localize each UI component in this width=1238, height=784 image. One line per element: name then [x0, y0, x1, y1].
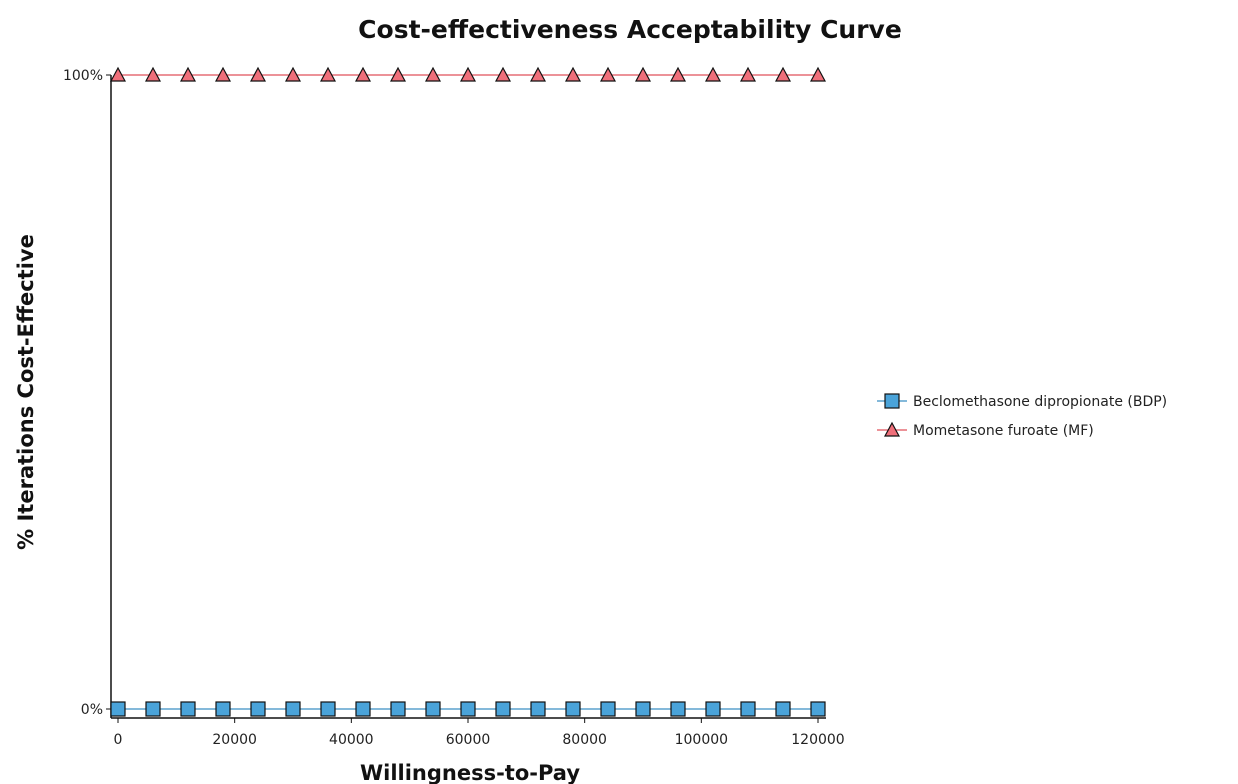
- data-point-mf: [144, 66, 162, 82]
- x-tick-label: 0: [114, 732, 123, 748]
- legend-item-bdp: Beclomethasone dipropionate (BDP): [877, 393, 1167, 410]
- data-point-mf: [319, 66, 337, 82]
- data-point-mf: [389, 66, 407, 82]
- data-point-bdp: [110, 701, 126, 717]
- data-point-bdp: [425, 701, 441, 717]
- x-tick-label: 100000: [675, 732, 728, 748]
- chart-title: Cost-effectiveness Acceptability Curve: [358, 15, 902, 44]
- data-point-bdp: [600, 701, 616, 717]
- data-point-mf: [739, 66, 757, 82]
- data-point-mf: [669, 66, 687, 82]
- data-point-bdp: [355, 701, 371, 717]
- data-point-mf: [284, 66, 302, 82]
- data-point-mf: [249, 66, 267, 82]
- data-point-bdp: [705, 701, 721, 717]
- data-point-bdp: [530, 701, 546, 717]
- data-point-bdp: [250, 701, 266, 717]
- plot-area: 0% 100% 0 20000 40000 60000 80000 100000 120000: [63, 66, 845, 748]
- data-point-mf: [774, 66, 792, 82]
- x-tick-label: 120000: [791, 732, 844, 748]
- x-tick-label: 20000: [212, 732, 257, 748]
- legend-item-mf: Mometasone furoate (MF): [877, 421, 1094, 439]
- data-point-bdp: [495, 701, 511, 717]
- data-point-bdp: [320, 701, 336, 717]
- data-point-mf: [529, 66, 547, 82]
- data-point-mf: [809, 66, 827, 82]
- data-point-mf: [459, 66, 477, 82]
- legend-marker: [883, 421, 901, 437]
- data-point-bdp: [775, 701, 791, 717]
- x-tick-label: 80000: [562, 732, 607, 748]
- data-point-bdp: [180, 701, 196, 717]
- data-point-bdp: [215, 701, 231, 717]
- data-point-bdp: [460, 701, 476, 717]
- series-mf: [109, 66, 827, 82]
- data-point-mf: [494, 66, 512, 82]
- data-point-mf: [704, 66, 722, 82]
- series-bdp: [110, 701, 826, 717]
- data-point-mf: [634, 66, 652, 82]
- data-point-mf: [109, 66, 127, 82]
- data-point-bdp: [390, 701, 406, 717]
- data-point-mf: [599, 66, 617, 82]
- data-point-bdp: [740, 701, 756, 717]
- data-point-mf: [354, 66, 372, 82]
- x-tick-label: 60000: [446, 732, 491, 748]
- legend-marker: [884, 393, 900, 409]
- x-axis-title: Willingness-to-Pay: [360, 761, 580, 784]
- legend-label: Beclomethasone dipropionate (BDP): [913, 394, 1167, 410]
- data-point-bdp: [810, 701, 826, 717]
- legend: Beclomethasone dipropionate (BDP) Mometas…: [877, 393, 1167, 439]
- legend-label: Mometasone furoate (MF): [913, 423, 1094, 439]
- data-point-bdp: [285, 701, 301, 717]
- data-point-bdp: [145, 701, 161, 717]
- data-point-bdp: [670, 701, 686, 717]
- y-tick-label: 100%: [63, 68, 103, 84]
- data-point-bdp: [635, 701, 651, 717]
- y-axis-title: % Iterations Cost-Effective: [14, 234, 38, 550]
- y-tick-label: 0%: [81, 702, 103, 718]
- data-point-bdp: [565, 701, 581, 717]
- data-point-mf: [564, 66, 582, 82]
- data-point-mf: [424, 66, 442, 82]
- data-point-mf: [214, 66, 232, 82]
- data-point-mf: [179, 66, 197, 82]
- x-tick-label: 40000: [329, 732, 374, 748]
